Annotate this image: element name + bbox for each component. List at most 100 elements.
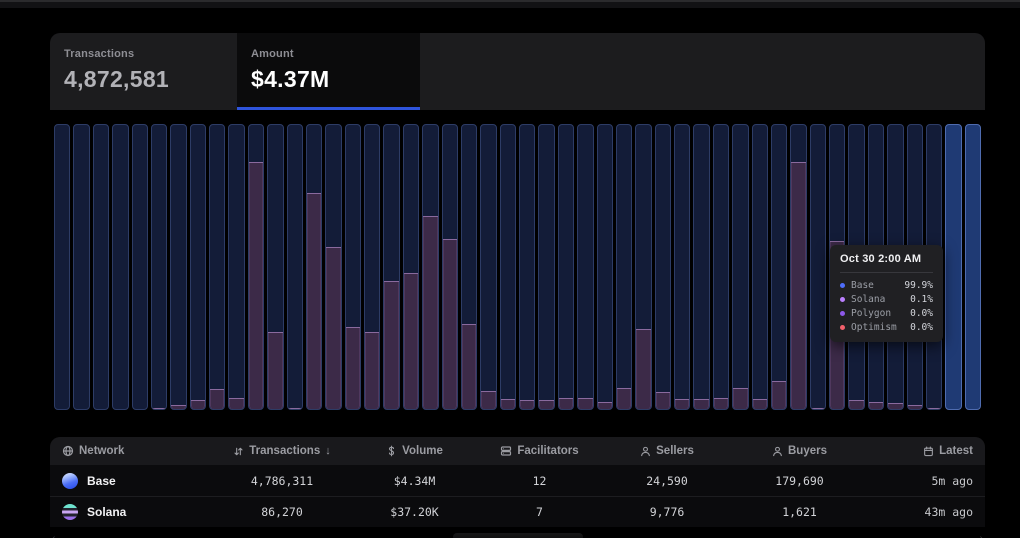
volume-cell: $4.34M <box>393 473 436 488</box>
chart-bar[interactable] <box>751 124 768 410</box>
chart-bar-other-segment <box>365 332 380 409</box>
chart-bar[interactable] <box>790 124 807 410</box>
column-label: Latest <box>939 445 973 457</box>
column-header-volume[interactable]: Volume <box>357 445 472 457</box>
chart-bar-other-segment <box>442 238 457 409</box>
tabstrip-spacer <box>420 33 985 110</box>
column-header-sellers[interactable]: Sellers <box>607 445 727 457</box>
chart-bar[interactable] <box>73 124 90 410</box>
column-header-network[interactable]: Network <box>62 445 207 457</box>
transactions-cell: 86,270 <box>261 505 303 519</box>
chart-bar[interactable] <box>538 124 555 410</box>
chart-bar[interactable] <box>112 124 129 410</box>
chart-bar[interactable] <box>635 124 652 410</box>
chart-bar[interactable] <box>383 124 400 410</box>
chart-bar-other-segment <box>210 389 225 409</box>
chart-bar[interactable] <box>267 124 284 410</box>
chart-bar[interactable] <box>325 124 342 410</box>
chart-bar[interactable] <box>615 124 633 410</box>
chart-bar-other-segment <box>752 399 767 409</box>
chart-bar-other-segment <box>810 407 825 409</box>
chart-bar-other-segment <box>384 281 399 409</box>
chart-bar[interactable] <box>247 124 265 410</box>
chart-bar[interactable] <box>305 124 323 410</box>
chart-bar-other-segment <box>481 390 496 409</box>
chart-bar[interactable] <box>150 124 168 410</box>
chart-bar-other-segment <box>558 397 574 409</box>
window-top-strip <box>0 0 1020 8</box>
tooltip-network-value: 0.0% <box>910 308 933 319</box>
server-icon <box>500 445 512 457</box>
chart-bar[interactable] <box>480 124 497 410</box>
chart-bar[interactable] <box>809 124 826 410</box>
tooltip-network-name: Optimism <box>851 322 897 333</box>
chart-bar[interactable] <box>170 124 187 410</box>
chart-bar[interactable] <box>441 124 458 410</box>
dashboard: Transactions 4,872,581 Amount $4.37M Oct… <box>50 33 985 538</box>
chart-bar[interactable] <box>712 124 730 410</box>
chart-bar-other-segment <box>655 391 670 409</box>
chart-bar[interactable] <box>54 124 71 410</box>
chart-bar-other-segment <box>713 397 729 409</box>
footer-prev-arrow[interactable]: ‹ <box>52 533 55 538</box>
table-row-solana[interactable]: Solana 86,270 $37.20K 7 9,776 1,621 43m ago <box>50 496 985 527</box>
chart-bar[interactable] <box>770 124 788 410</box>
chart-bar[interactable] <box>228 124 245 410</box>
tooltip-row: Optimism 0.0% <box>840 322 933 333</box>
chart-bar[interactable] <box>732 124 749 410</box>
column-label: Buyers <box>788 445 827 457</box>
footer-clipped: ‹ › <box>50 533 985 538</box>
chart-bar-other-segment <box>461 323 477 409</box>
column-header-buyers[interactable]: Buyers <box>727 445 872 457</box>
chart-bar[interactable] <box>557 124 575 410</box>
chart-bar[interactable] <box>499 124 516 410</box>
chart-bar-other-segment <box>636 329 651 409</box>
chart-bar[interactable] <box>519 124 536 410</box>
network-name: Base <box>87 473 116 488</box>
chart-bar[interactable] <box>693 124 710 410</box>
facilitators-cell: 7 <box>536 505 543 519</box>
tooltip-row: Base 99.9% <box>840 280 933 291</box>
volume-cell: $37.20K <box>390 505 439 519</box>
tab-amount[interactable]: Amount $4.37M <box>237 33 420 110</box>
table-row-base[interactable]: Base 4,786,311 $4.34M 12 24,590 179,690 5m ago <box>50 465 985 496</box>
column-label: Volume <box>402 445 443 457</box>
chart-bar[interactable] <box>402 124 420 410</box>
tab-transactions[interactable]: Transactions 4,872,581 <box>50 33 237 110</box>
chart-bar-other-segment <box>287 407 302 409</box>
network-cell: Base <box>62 472 207 489</box>
chart-bar[interactable] <box>596 124 613 410</box>
chart-bar[interactable] <box>422 124 439 410</box>
amount-tab-value: $4.37M <box>251 66 330 92</box>
chart-bar-other-segment <box>229 397 244 409</box>
chart-bar[interactable] <box>131 124 148 410</box>
chart-bar[interactable] <box>344 124 361 410</box>
chart-bar[interactable] <box>945 124 962 410</box>
chart-bar[interactable] <box>92 124 110 410</box>
chart-bar[interactable] <box>364 124 381 410</box>
solana-icon <box>62 504 78 520</box>
sort-icon <box>233 446 244 457</box>
column-label: Facilitators <box>517 445 579 457</box>
tooltip-network-name: Polygon <box>851 308 892 319</box>
chart-bar-other-segment <box>403 272 419 409</box>
chart-bar[interactable] <box>209 124 226 410</box>
chart-bar[interactable] <box>674 124 691 410</box>
chart-bar[interactable] <box>460 124 478 410</box>
chart-bar[interactable] <box>964 124 981 410</box>
latest-cell: 5m ago <box>931 473 973 488</box>
column-header-latest[interactable]: Latest <box>872 445 973 457</box>
optimism-legend-dot <box>840 325 845 330</box>
chart-bar[interactable] <box>577 124 594 410</box>
footer-next-arrow[interactable]: › <box>980 533 983 538</box>
chart-bar[interactable] <box>189 124 206 410</box>
column-header-transactions[interactable]: Transactions ↓ <box>207 445 357 457</box>
chart-bar[interactable] <box>286 124 303 410</box>
chart-bar[interactable] <box>654 124 671 410</box>
column-header-facilitators[interactable]: Facilitators <box>472 445 607 457</box>
column-label: Transactions <box>249 445 321 457</box>
chart-bar-other-segment <box>500 399 515 409</box>
polygon-legend-dot <box>840 311 845 316</box>
chart-bar-other-segment <box>868 401 884 409</box>
tooltip-network-value: 99.9% <box>904 280 933 291</box>
